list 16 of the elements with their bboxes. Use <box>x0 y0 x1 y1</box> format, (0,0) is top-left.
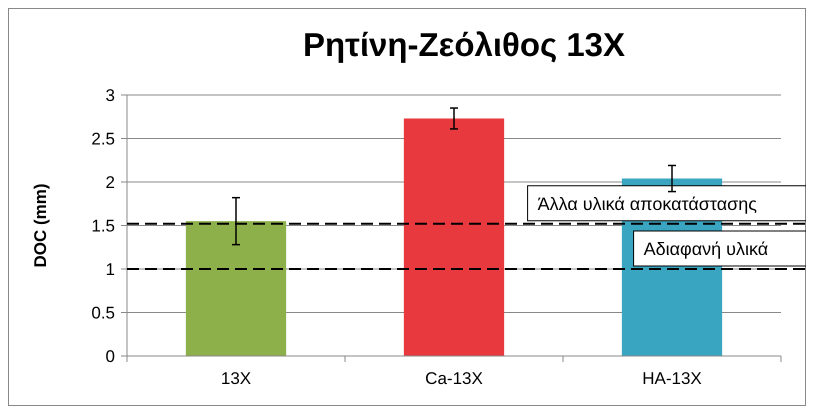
y-tick-label: 0.5 <box>91 303 115 322</box>
ref-line-label: Αδιαφανή υλικά <box>644 239 768 259</box>
y-tick-label: 0 <box>106 346 115 366</box>
y-tick-label: 3 <box>106 86 115 105</box>
x-tick-label: Ca-13X <box>425 369 483 388</box>
bar <box>186 221 286 356</box>
x-tick-label: HA-13X <box>642 369 702 388</box>
chart-title: Ρητίνη-Ζεόλιθος 13X <box>302 26 626 63</box>
y-tick-label: 2 <box>106 172 115 192</box>
y-tick-label: 1.5 <box>91 216 115 236</box>
bar <box>404 118 504 356</box>
y-axis-title: DOC (mm) <box>31 183 50 268</box>
ref-line-label: Άλλα υλικά αποκατάστασης <box>538 194 758 214</box>
y-tick-label: 1 <box>106 260 115 279</box>
y-tick-label: 2.5 <box>91 129 115 148</box>
x-tick-label: 13X <box>220 369 252 388</box>
